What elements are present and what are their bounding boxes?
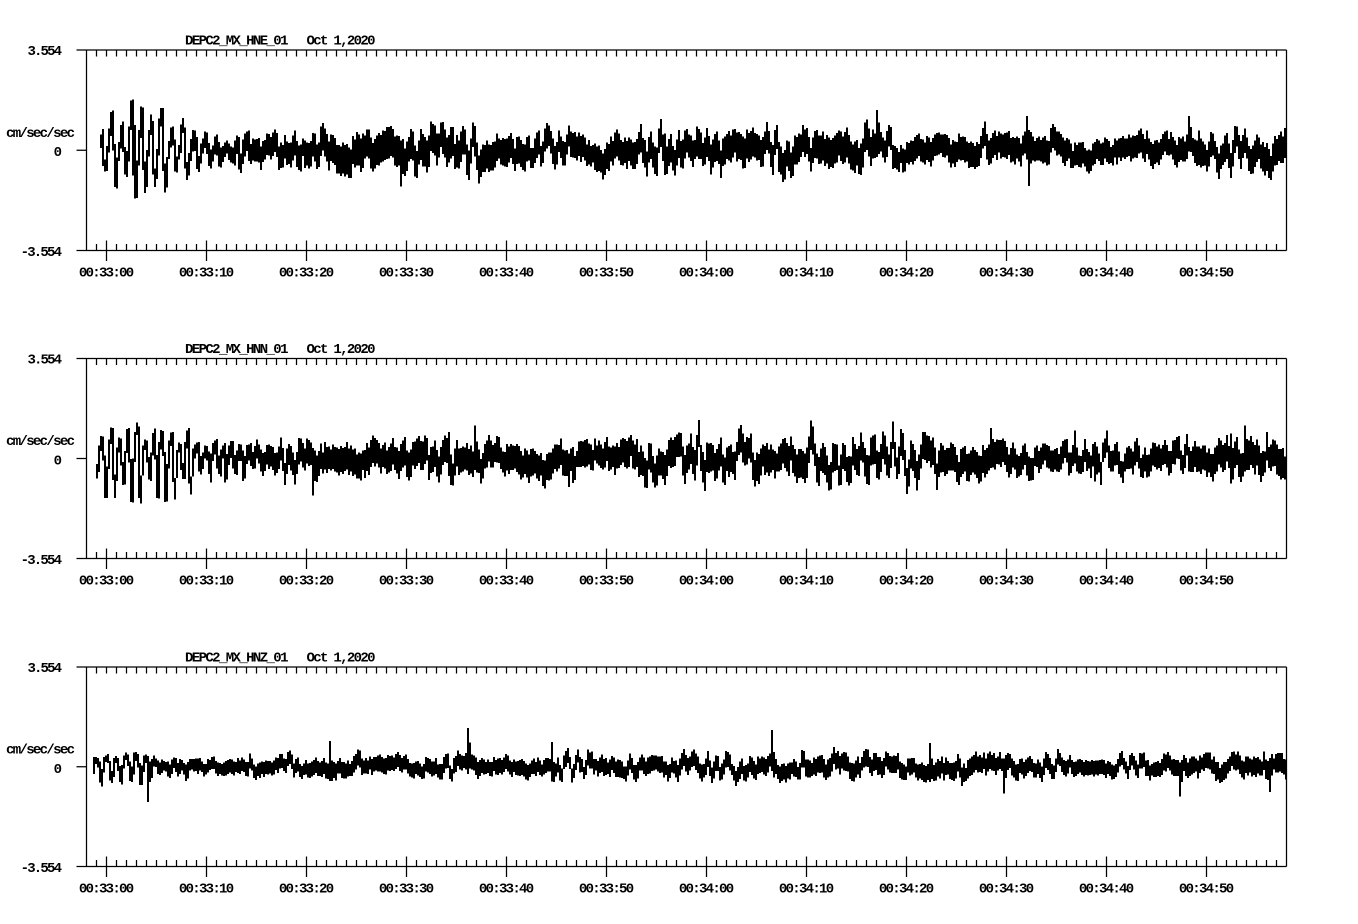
svg-text:00:34:40: 00:34:40 — [1079, 266, 1134, 282]
svg-text:00:34:20: 00:34:20 — [879, 882, 934, 898]
svg-text:00:33:50: 00:33:50 — [579, 266, 634, 282]
svg-text:DEPC2_MX_HNN_01: DEPC2_MX_HNN_01 — [185, 342, 289, 358]
svg-text:00:33:30: 00:33:30 — [379, 266, 434, 282]
svg-text:0: 0 — [54, 145, 62, 161]
svg-text:00:33:40: 00:33:40 — [479, 882, 534, 898]
svg-text:00:34:50: 00:34:50 — [1179, 574, 1234, 590]
svg-text:00:34:50: 00:34:50 — [1179, 882, 1234, 898]
svg-text:cm/sec/sec: cm/sec/sec — [6, 434, 75, 450]
svg-text:cm/sec/sec: cm/sec/sec — [6, 742, 75, 758]
svg-text:00:33:10: 00:33:10 — [179, 266, 234, 282]
svg-text:Oct 1,2020: Oct 1,2020 — [307, 651, 376, 667]
svg-text:00:34:10: 00:34:10 — [779, 266, 834, 282]
svg-text:-3.554: -3.554 — [21, 861, 62, 877]
svg-text:DEPC2_MX_HNZ_01: DEPC2_MX_HNZ_01 — [185, 651, 289, 667]
svg-text:00:33:50: 00:33:50 — [579, 882, 634, 898]
svg-text:00:33:10: 00:33:10 — [179, 574, 234, 590]
svg-text:00:33:10: 00:33:10 — [179, 882, 234, 898]
svg-text:-3.554: -3.554 — [21, 245, 62, 261]
svg-text:00:34:00: 00:34:00 — [679, 882, 734, 898]
svg-text:00:33:20: 00:33:20 — [279, 266, 334, 282]
svg-text:0: 0 — [54, 454, 62, 470]
svg-text:00:34:40: 00:34:40 — [1079, 882, 1134, 898]
svg-text:00:34:10: 00:34:10 — [779, 882, 834, 898]
svg-text:00:33:50: 00:33:50 — [579, 574, 634, 590]
svg-text:3.554: 3.554 — [28, 353, 63, 369]
svg-text:Oct 1,2020: Oct 1,2020 — [307, 342, 376, 358]
svg-text:00:33:00: 00:33:00 — [79, 266, 134, 282]
svg-text:00:33:40: 00:33:40 — [479, 266, 534, 282]
svg-text:00:33:00: 00:33:00 — [79, 882, 134, 898]
svg-text:00:33:00: 00:33:00 — [79, 574, 134, 590]
svg-text:00:34:10: 00:34:10 — [779, 574, 834, 590]
svg-text:00:34:20: 00:34:20 — [879, 574, 934, 590]
svg-text:00:34:40: 00:34:40 — [1079, 574, 1134, 590]
svg-text:3.554: 3.554 — [28, 44, 63, 60]
svg-text:00:33:40: 00:33:40 — [479, 574, 534, 590]
svg-text:00:33:30: 00:33:30 — [379, 574, 434, 590]
svg-text:00:34:30: 00:34:30 — [979, 266, 1034, 282]
svg-text:0: 0 — [54, 762, 62, 778]
svg-text:00:33:20: 00:33:20 — [279, 882, 334, 898]
svg-text:00:34:50: 00:34:50 — [1179, 266, 1234, 282]
svg-text:Oct 1,2020: Oct 1,2020 — [307, 34, 376, 50]
svg-text:3.554: 3.554 — [28, 661, 63, 677]
svg-text:00:34:20: 00:34:20 — [879, 266, 934, 282]
svg-text:00:34:30: 00:34:30 — [979, 574, 1034, 590]
svg-text:00:33:20: 00:33:20 — [279, 574, 334, 590]
svg-text:00:33:30: 00:33:30 — [379, 882, 434, 898]
svg-text:-3.554: -3.554 — [21, 553, 62, 569]
svg-text:00:34:30: 00:34:30 — [979, 882, 1034, 898]
svg-text:DEPC2_MX_HNE_01: DEPC2_MX_HNE_01 — [185, 34, 289, 50]
svg-text:00:34:00: 00:34:00 — [679, 574, 734, 590]
svg-text:00:34:00: 00:34:00 — [679, 266, 734, 282]
svg-text:cm/sec/sec: cm/sec/sec — [6, 126, 75, 142]
